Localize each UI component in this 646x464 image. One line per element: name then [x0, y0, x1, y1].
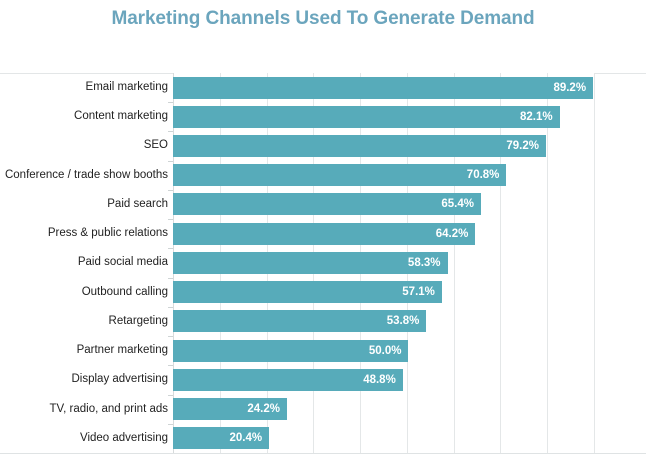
bar-row: 20.4%: [173, 424, 594, 453]
bar-row: 57.1%: [173, 278, 594, 307]
category-label: Retargeting: [108, 314, 168, 327]
bar-value-label: 70.8%: [466, 169, 500, 182]
bar: 89.2%: [173, 76, 594, 99]
bar: 70.8%: [173, 164, 507, 187]
category-label: Outbound calling: [81, 285, 168, 298]
bar: 53.8%: [173, 310, 427, 333]
axis-tick: [168, 219, 173, 221]
bar-row: 82.1%: [173, 102, 594, 131]
axis-tick: [168, 189, 173, 191]
category-label: Video advertising: [79, 431, 168, 444]
bar-value-label: 50.0%: [368, 344, 402, 357]
axis-tick: [168, 277, 173, 279]
category-label: Partner marketing: [76, 344, 168, 357]
category-label: Paid social media: [77, 256, 168, 269]
bar: 57.1%: [173, 281, 442, 304]
bar-value-label: 58.3%: [407, 256, 441, 269]
bar: 79.2%: [173, 134, 546, 157]
bar-fill: [173, 339, 409, 362]
category-label: Email marketing: [85, 81, 168, 93]
category-label: SEO: [143, 139, 168, 152]
axis-rule-bottom: [0, 453, 646, 454]
plot-area: 89.2% 82.1% 79.2% 70.8% 65.4% 64.2% 58.3% 57.1%…: [173, 73, 595, 453]
bar-fill: [173, 251, 448, 274]
category-label: Conference / trade show booths: [4, 168, 168, 181]
bar: 64.2%: [173, 222, 476, 245]
bar-fill: [173, 164, 507, 187]
bar-fill: [173, 310, 427, 333]
bar: 24.2%: [173, 398, 287, 421]
bar-row: 50.0%: [173, 336, 594, 365]
category-axis: Email marketing Content marketing SEO Confe…: [0, 73, 168, 453]
axis-tick: [168, 336, 173, 338]
bar-row: 79.2%: [173, 131, 594, 160]
bar-fill: [173, 193, 481, 216]
axis-tick: [168, 306, 173, 308]
bar-row: 48.8%: [173, 365, 594, 394]
bar-value-label: 57.1%: [402, 286, 435, 299]
bar: 65.4%: [173, 193, 481, 216]
bar: 48.8%: [173, 368, 403, 391]
bar-value-label: 64.2%: [435, 227, 469, 240]
bar: 82.1%: [173, 105, 560, 128]
bar-value-label: 20.4%: [229, 432, 263, 445]
bar-fill: [173, 427, 270, 450]
bar-value-label: 89.2%: [553, 81, 587, 94]
axis-tick: [168, 365, 173, 367]
axis-tick: [168, 248, 173, 250]
bar-value-label: 53.8%: [386, 315, 420, 328]
gridline: [594, 73, 595, 453]
gridline: [500, 73, 501, 453]
bar-fill: [173, 281, 442, 304]
bar: 20.4%: [173, 427, 270, 450]
bar-fill: [173, 76, 594, 99]
bar-value-label: 48.8%: [363, 373, 396, 386]
bar-value-label: 65.4%: [441, 198, 474, 211]
bar-row: 70.8%: [173, 161, 594, 190]
axis-tick: [168, 102, 173, 104]
bar-value-label: 24.2%: [247, 403, 280, 416]
bar-row: 53.8%: [173, 307, 594, 336]
gridline: [547, 73, 548, 453]
category-label: Press & public relations: [47, 227, 168, 240]
bar-value-label: 82.1%: [520, 110, 553, 123]
bar-row: 65.4%: [173, 190, 594, 219]
category-label: TV, radio, and print ads: [49, 402, 168, 415]
category-label: Content marketing: [74, 110, 168, 123]
bar-fill: [173, 105, 560, 128]
bar-row: 89.2%: [173, 73, 594, 102]
axis-tick: [168, 394, 173, 396]
category-label: Paid search: [107, 197, 168, 210]
bar: 58.3%: [173, 251, 448, 274]
bar-fill: [173, 134, 546, 157]
axis-tick: [168, 131, 173, 133]
bar: 50.0%: [173, 339, 409, 362]
bar-value-label: 79.2%: [506, 139, 539, 152]
axis-tick: [168, 423, 173, 425]
chart-title: Marketing Channels Used To Generate Dema…: [111, 8, 535, 29]
bar-row: 24.2%: [173, 395, 594, 424]
bar-row: 58.3%: [173, 248, 594, 277]
axis-tick: [168, 160, 173, 162]
gridline: [454, 73, 455, 453]
bar-fill: [173, 222, 476, 245]
bar-fill: [173, 398, 287, 421]
bar-row: 64.2%: [173, 219, 594, 248]
bar-fill: [173, 368, 403, 391]
category-label: Display advertising: [71, 373, 168, 386]
